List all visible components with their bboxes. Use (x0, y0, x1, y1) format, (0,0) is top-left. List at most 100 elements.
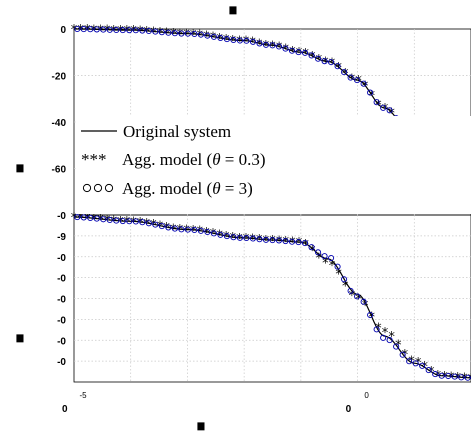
marker-star: * (349, 289, 356, 304)
marker-circle (321, 58, 328, 65)
marker-star: * (203, 226, 210, 241)
y-tick-label: -0 (57, 274, 66, 285)
marker-circle (158, 29, 165, 36)
marker-star: * (441, 370, 448, 385)
marker-circle (262, 41, 270, 48)
marker-star: * (216, 32, 223, 47)
marker-circle (458, 374, 465, 381)
marker-star: * (382, 326, 389, 341)
y-tick-label: -0 (57, 357, 66, 368)
y-tick-label: -20 (52, 72, 67, 83)
marker-circle (236, 37, 244, 44)
x-tick-label: 0 (62, 404, 68, 415)
marker-circle (399, 351, 406, 358)
marker-circle (315, 249, 322, 256)
marker-circle (132, 27, 139, 34)
marker-star: * (316, 252, 323, 267)
marker-star: * (375, 321, 382, 336)
marker-star: * (322, 55, 329, 70)
marker-star: * (296, 236, 303, 251)
marker-circle (204, 228, 211, 236)
marker-circle (308, 52, 315, 59)
y-tick-label: -0 (57, 211, 66, 222)
marker-circle (126, 27, 133, 34)
marker-star: * (335, 268, 342, 283)
marker-star: * (269, 234, 276, 249)
marker-star: * (282, 43, 289, 58)
marker-circle (113, 217, 120, 224)
marker-star: * (316, 53, 323, 68)
marker-circle (171, 225, 178, 232)
marker-star: * (157, 26, 164, 41)
marker-star: * (236, 34, 243, 49)
marker-star: * (289, 45, 296, 60)
marker-star: * (144, 217, 151, 232)
marker-circle (419, 362, 426, 369)
marker-star: * (342, 279, 349, 294)
marker-circle (230, 36, 237, 44)
marker-star: * (243, 35, 250, 50)
marker-star: * (256, 37, 263, 52)
marker-circle (210, 230, 217, 237)
marker-circle (126, 218, 133, 225)
marker-circle (197, 31, 204, 38)
marker-star: * (223, 230, 230, 245)
y-tick-label: -40 (52, 118, 67, 129)
phase-ylabel: ▆ (16, 333, 25, 343)
marker-circle (119, 217, 126, 225)
marker-circle (438, 372, 445, 379)
marker-circle (386, 107, 393, 114)
marker-star: * (369, 89, 376, 104)
marker-star: * (362, 299, 369, 314)
marker-star: * (289, 236, 296, 251)
marker-star: * (428, 365, 435, 380)
marker-circle (243, 234, 250, 242)
marker-star: * (388, 330, 395, 345)
marker-circle (328, 59, 335, 66)
marker-circle (328, 254, 335, 262)
marker-circle (217, 34, 224, 42)
y-tick-label: -0 (57, 336, 66, 347)
marker-circle (321, 253, 328, 260)
marker-circle (165, 224, 172, 231)
marker-circle (74, 214, 81, 221)
marker-circle (223, 36, 230, 43)
marker-circle (230, 234, 237, 241)
marker-circle (113, 26, 120, 34)
marker-circle (341, 69, 348, 76)
marker-star: * (71, 211, 78, 226)
marker-star: * (276, 234, 283, 249)
y-tick-label: -9 (57, 232, 66, 243)
marker-circle (367, 311, 374, 319)
marker-circle (262, 236, 270, 243)
marker-circle (223, 233, 230, 240)
marker-star: * (468, 372, 471, 387)
marker-star: * (183, 28, 190, 43)
x-tick-exponent: -5 (79, 391, 87, 400)
marker-circle (432, 371, 439, 378)
marker-circle (334, 263, 341, 270)
phase-series: * * * * * * * * * * * * * * * * * * * * * * * * * * * * * * * * * * * * * * * *… (71, 211, 471, 387)
marker-star: * (263, 234, 270, 249)
x-axis-label: ▆ (197, 421, 206, 431)
magnitude-y-ticks: 0 -20 -40 -60 (52, 25, 67, 176)
marker-star: * (77, 211, 84, 226)
marker-circle (132, 218, 139, 225)
marker-star: * (276, 41, 283, 56)
marker-star: * (157, 220, 164, 235)
legend-label-original: Original system (123, 122, 231, 141)
marker-circle (393, 343, 400, 350)
marker-star: * (263, 39, 270, 54)
marker-star: * (355, 293, 362, 308)
marker-circle (334, 63, 341, 70)
marker-circle (380, 104, 387, 111)
marker-star: * (170, 27, 177, 42)
marker-circle (197, 227, 204, 234)
x-tick-exponent: 0 (364, 391, 369, 400)
marker-circle (275, 43, 283, 50)
marker-circle (119, 27, 126, 34)
y-tick-label: -0 (57, 253, 66, 264)
marker-star: * (448, 370, 455, 385)
x-ticks: 0 -5 0 0 (62, 391, 369, 415)
marker-circle (139, 27, 146, 34)
